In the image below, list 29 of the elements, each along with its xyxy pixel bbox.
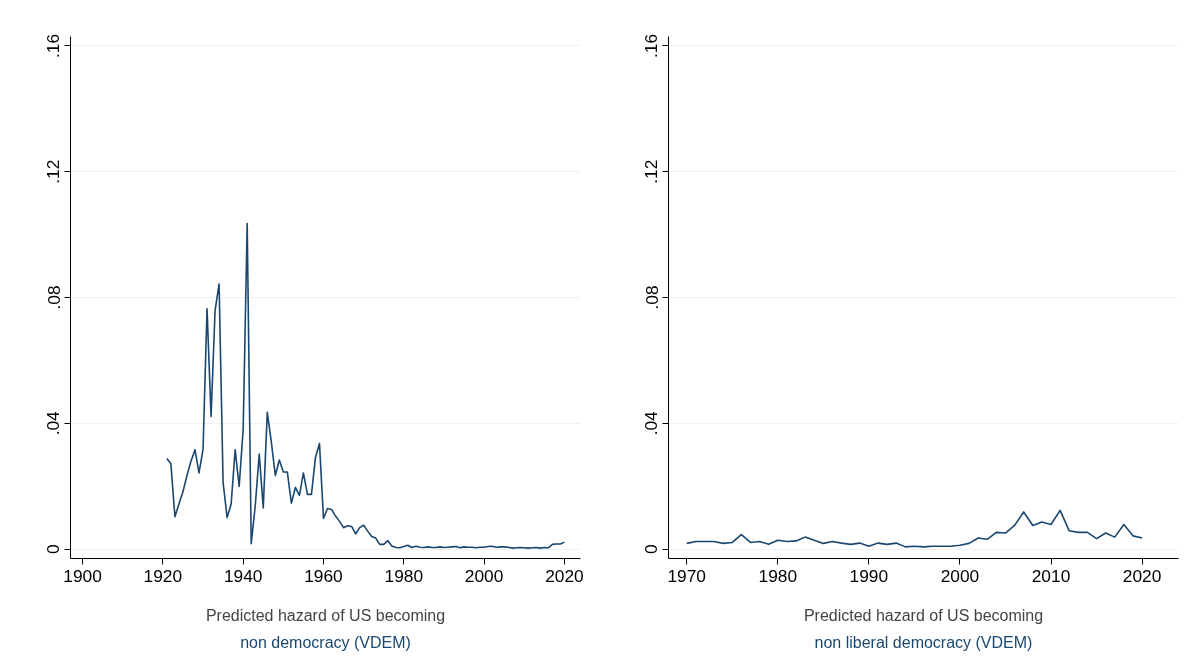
- y-tick-label: 0: [641, 544, 662, 554]
- x-tick-label: 1990: [849, 565, 889, 586]
- text: non democracy (VDEM): [240, 633, 411, 651]
- y-tick-label: .16: [43, 33, 64, 58]
- line-series: [685, 509, 1143, 548]
- x-axis-title: Predicted hazard of US becoming: [803, 606, 1044, 624]
- y-tick-label: .04: [641, 410, 662, 436]
- line-series: [166, 222, 566, 549]
- x-tick-label: 1970: [667, 565, 706, 586]
- text: non liberal democracy (VDEM): [814, 633, 1033, 651]
- x-tick-label: 1980: [758, 565, 798, 586]
- x-tick-label: 1940: [223, 565, 263, 586]
- x-tick-label: 2010: [1031, 565, 1071, 586]
- y-tick-label: 0: [43, 544, 64, 554]
- y-tick-label: .12: [43, 159, 64, 184]
- x-axis-title: Predicted hazard of US becoming: [205, 606, 446, 624]
- y-tick-label: .16: [641, 33, 662, 58]
- y-tick-label: .08: [43, 285, 64, 310]
- x-tick-label: 1980: [384, 565, 424, 586]
- y-tick-label: .12: [641, 159, 662, 184]
- y-tick-label: .08: [641, 285, 662, 310]
- y-tick-label: .04: [43, 410, 64, 436]
- x-tick-label: 2000: [464, 565, 504, 586]
- x-tick-label: 2020: [545, 565, 584, 586]
- x-tick-label: 1920: [143, 565, 183, 586]
- x-tick-label: 2020: [1122, 565, 1162, 586]
- x-tick-label: 1900: [63, 565, 102, 586]
- x-tick-label: 2000: [940, 565, 980, 586]
- x-tick-label: 1960: [304, 565, 343, 586]
